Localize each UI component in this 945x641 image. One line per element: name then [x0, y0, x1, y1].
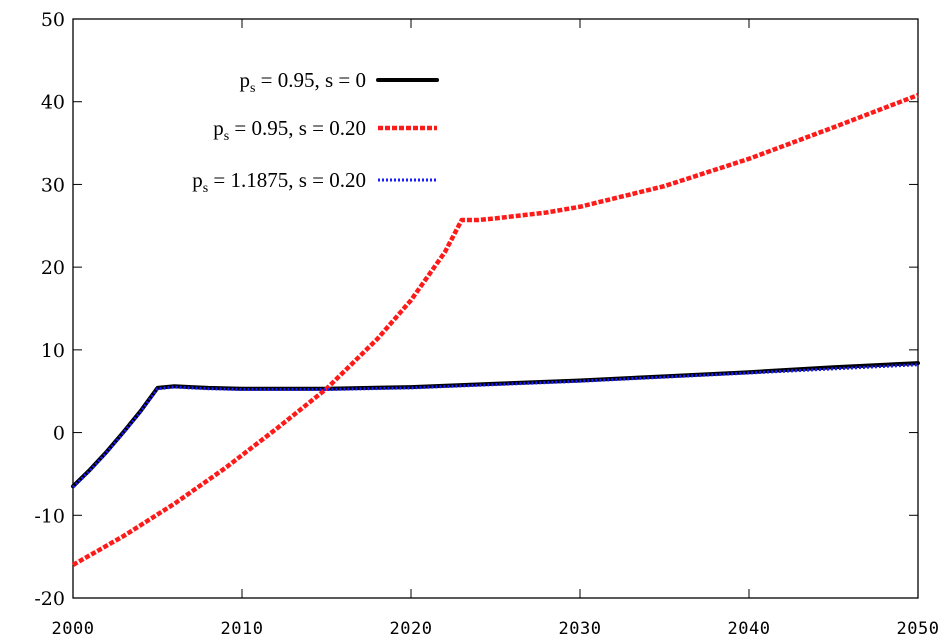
- y-tick-label: 0: [53, 423, 65, 445]
- legend-label-3: ps = 1.1875, s = 0.20: [192, 168, 366, 196]
- series-line-1: [71, 361, 920, 489]
- x-tick-label: 2000: [52, 619, 95, 639]
- y-tick-label: 30: [41, 174, 65, 196]
- legend-label-subscript: s: [250, 81, 255, 96]
- x-tick-label: 2010: [221, 619, 264, 639]
- series-line-3: [71, 363, 919, 489]
- legend-label-main: p: [213, 116, 224, 140]
- x-tick-label: 2040: [728, 619, 771, 639]
- x-tick-label: 2030: [559, 619, 602, 639]
- y-tick-label: -20: [34, 588, 65, 610]
- legend-label-main: p: [192, 168, 203, 192]
- y-tick-label: 20: [41, 257, 65, 279]
- legend-label-subscript: s: [224, 129, 229, 144]
- plot-frame: [72, 18, 919, 599]
- legend-label-rest: = 1.1875, s = 0.20: [208, 168, 366, 192]
- legend-label-rest: = 0.95, s = 0: [255, 68, 366, 92]
- x-tick-label: 2050: [897, 619, 940, 639]
- y-tick-label: 50: [41, 9, 65, 31]
- legend-label-subscript: s: [203, 181, 208, 196]
- legend-label-main: p: [239, 68, 250, 92]
- x-tick-label: 2020: [390, 619, 433, 639]
- series-layer: [71, 92, 920, 567]
- legend-label-1: ps = 0.95, s = 0: [239, 68, 366, 96]
- legend-label-rest: = 0.95, s = 0.20: [229, 116, 366, 140]
- y-tick-label: -10: [34, 505, 65, 527]
- y-tick-label: 40: [41, 92, 65, 114]
- y-tick-label: 10: [41, 340, 65, 362]
- legend-label-2: ps = 0.95, s = 0.20: [213, 116, 366, 144]
- series-line-2: [71, 92, 919, 567]
